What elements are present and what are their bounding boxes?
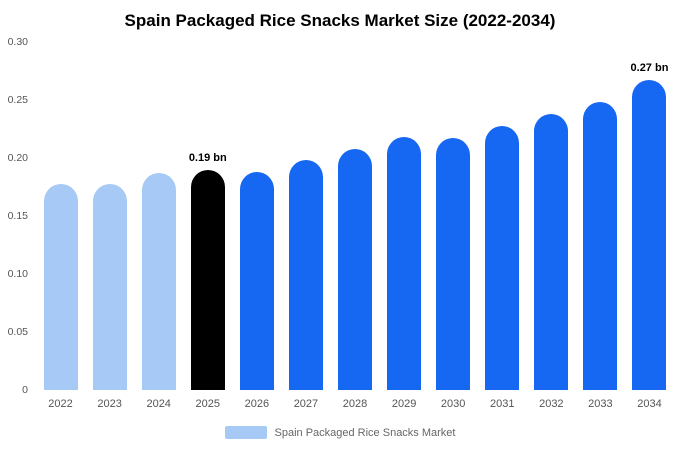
x-axis-label-2034: 2034 (637, 398, 662, 410)
bar-column-2023 (85, 42, 134, 390)
bar-2029[interactable] (387, 137, 422, 390)
bar-column-2033 (576, 42, 625, 390)
bar-2027[interactable] (288, 160, 323, 390)
bar-2031[interactable] (485, 126, 520, 390)
x-axis-label-2033: 2033 (588, 398, 613, 410)
chart-title: Spain Packaged Rice Snacks Market Size (… (124, 11, 556, 30)
bar-column-2028 (330, 42, 379, 390)
bar-2032[interactable] (534, 114, 569, 390)
x-axis-label-2028: 2028 (342, 398, 368, 410)
plot-area: 0.19 bn 0.27 bn (36, 42, 674, 390)
x-axis-label-2025: 2025 (195, 398, 221, 410)
x-axis-label-2026: 2026 (244, 398, 270, 410)
y-axis-label-0.10: 0.10 (7, 268, 28, 280)
bar-2025[interactable] (190, 170, 225, 390)
x-axis: 2022 2023 2024 2025 2026 2027 2028 2029 2030 2031… (36, 398, 674, 410)
x-axis-label-2029: 2029 (391, 398, 417, 410)
bar-column-2030 (429, 42, 478, 390)
bar-2028[interactable] (338, 149, 372, 390)
legend-swatch[interactable] (224, 426, 267, 439)
x-axis-label-2027: 2027 (293, 398, 319, 410)
y-axis-label-0.30: 0.30 (7, 36, 28, 48)
x-axis-label-2031: 2031 (490, 398, 515, 410)
legend: Spain Packaged Rice Snacks Market (0, 426, 680, 439)
y-axis-label-0.20: 0.20 (7, 152, 28, 164)
y-axis-label-0.15: 0.15 (7, 210, 28, 222)
bar-column-2032 (527, 42, 576, 390)
bar-2026[interactable] (239, 172, 274, 390)
y-axis-label-0: 0 (22, 384, 28, 396)
bar-2023[interactable] (92, 184, 127, 390)
x-axis-label-2022: 2022 (48, 398, 73, 410)
bar-2034[interactable] (632, 80, 667, 390)
x-axis-label-2023: 2023 (97, 398, 122, 410)
bar-2030[interactable] (436, 138, 471, 390)
bar-value-label-2034: 0.27 bn (630, 62, 669, 74)
bar-column-2024 (134, 42, 183, 390)
bar-column-2029 (380, 42, 429, 390)
x-axis-label-2024: 2024 (146, 398, 171, 410)
bar-column-2025: 0.19 bn (183, 42, 232, 390)
y-axis-label-0.25: 0.25 (7, 94, 28, 106)
bar-2024[interactable] (141, 173, 176, 390)
y-axis-label-0.05: 0.05 (7, 326, 28, 338)
bar-column-2031 (478, 42, 527, 390)
bar-column-2026 (232, 42, 281, 390)
bar-2022[interactable] (43, 184, 78, 390)
bar-column-2022 (36, 42, 85, 390)
legend-label: Spain Packaged Rice Snacks Market (274, 426, 456, 439)
bar-2033[interactable] (583, 102, 618, 390)
bar-column-2034: 0.27 bn (625, 42, 674, 390)
x-axis-label-2030: 2030 (440, 398, 466, 410)
bar-value-label-2025: 0.19 bn (188, 152, 227, 164)
x-axis-label-2032: 2032 (539, 398, 564, 410)
bar-column-2027 (281, 42, 330, 390)
